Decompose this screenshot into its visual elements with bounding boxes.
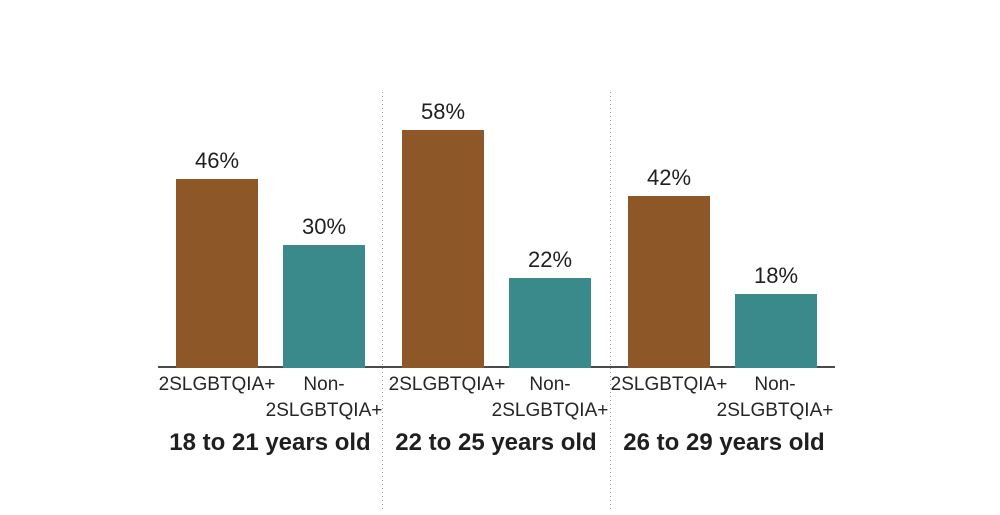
group-separator-line <box>610 92 611 511</box>
x-tick-label: 2SLGBTQIA+ <box>610 374 728 395</box>
bar-non-2slgbtqia-18-21: 30% <box>283 215 365 368</box>
x-tick-label: Non-2SLGBTQIA+ <box>265 374 383 421</box>
bar-non-2slgbtqia-26-29: 18% <box>735 264 817 368</box>
bar-non-2slgbtqia-22-25: 22% <box>509 246 591 368</box>
bar-2slgbtqia-22-25: 58% <box>402 100 484 368</box>
group-title-18-21: 18 to 21 years old <box>169 429 371 456</box>
bar-value-label: 42% <box>646 164 692 190</box>
bar-value-label: 46% <box>194 148 240 174</box>
x-tick-label: Non-2SLGBTQIA+ <box>491 374 609 421</box>
bar-rect <box>283 245 365 368</box>
bar-rect <box>176 179 258 368</box>
group-title-22-25: 22 to 25 years old <box>395 429 597 456</box>
bar-value-label: 58% <box>420 99 466 125</box>
bar-rect <box>735 294 817 368</box>
bar-value-label: 22% <box>527 246 573 272</box>
bar-value-label: 18% <box>753 263 799 289</box>
bar-2slgbtqia-18-21: 46% <box>176 149 258 368</box>
bar-rect <box>628 195 710 368</box>
x-tick-label: Non-2SLGBTQIA+ <box>716 374 834 421</box>
group-title-26-29: 26 to 29 years old <box>623 429 825 456</box>
x-tick-label: 2SLGBTQIA+ <box>388 374 506 395</box>
x-tick-label: 2SLGBTQIA+ <box>158 374 276 395</box>
bar-rect <box>509 277 591 368</box>
bar-2slgbtqia-26-29: 42% <box>628 164 710 368</box>
bar-value-label: 30% <box>301 214 347 239</box>
group-separator-line <box>382 92 383 511</box>
bar-rect <box>402 130 484 368</box>
x-axis-line <box>158 366 835 368</box>
